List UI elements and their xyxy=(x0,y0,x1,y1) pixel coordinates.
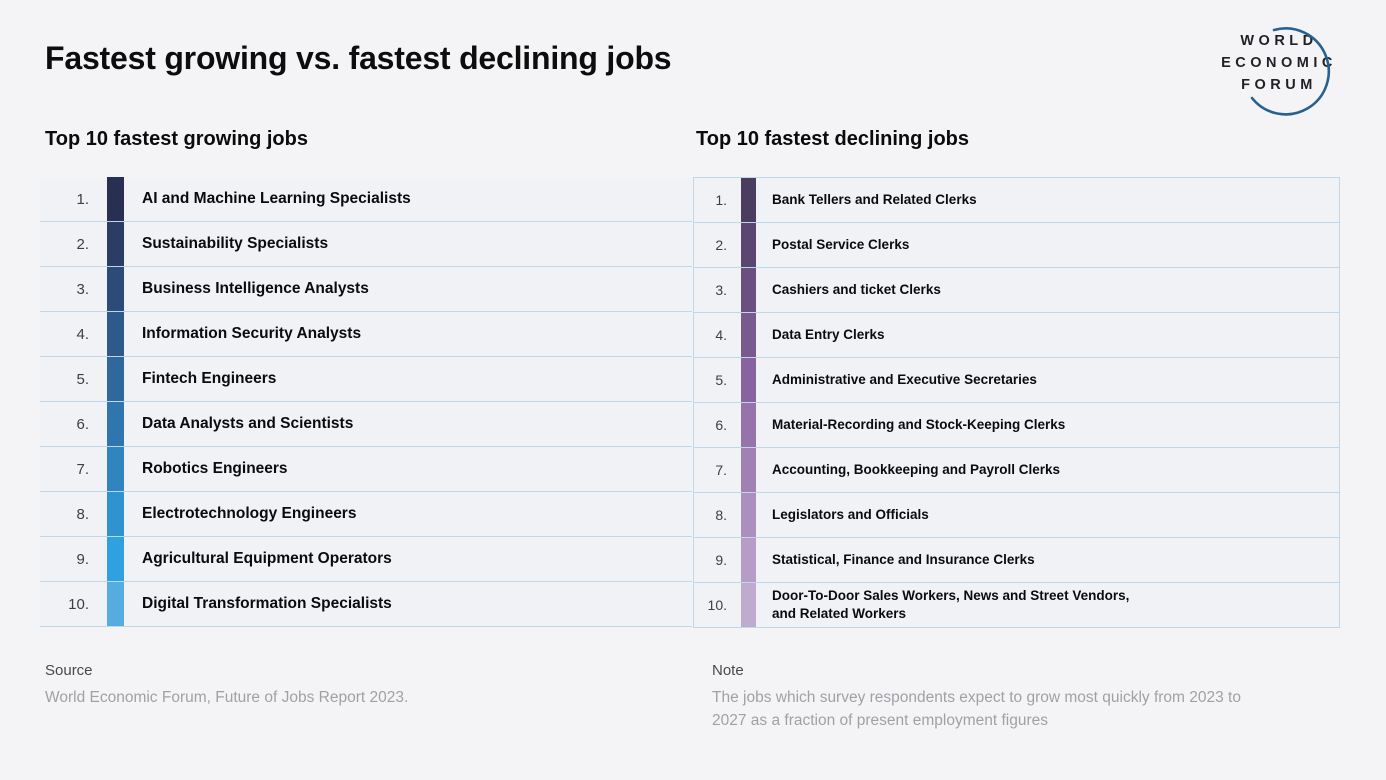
list-item: 3. Business Intelligence Analysts xyxy=(40,267,692,312)
job-label: Cashiers and ticket Clerks xyxy=(772,282,941,298)
list-item: 5. Administrative and Executive Secretar… xyxy=(694,358,1339,403)
rank-number: 6. xyxy=(715,417,727,433)
job-label: Material-Recording and Stock-Keeping Cle… xyxy=(772,417,1066,433)
job-label: Administrative and Executive Secretaries xyxy=(772,372,1037,388)
note-text: The jobs which survey respondents expect… xyxy=(712,689,1241,729)
logo-line-forum: FORUM xyxy=(1241,77,1317,93)
list-item: 3. Cashiers and ticket Clerks xyxy=(694,268,1339,313)
job-label: Statistical, Finance and Insurance Clerk… xyxy=(772,552,1035,568)
job-label: Data Entry Clerks xyxy=(772,327,885,343)
rank-color-bar xyxy=(107,447,124,491)
rank-number: 2. xyxy=(715,237,727,253)
list-item: 7. Robotics Engineers xyxy=(40,447,692,492)
job-label: Data Analysts and Scientists xyxy=(142,414,354,432)
list-item: 6. Material-Recording and Stock-Keeping … xyxy=(694,403,1339,448)
rank-color-bar xyxy=(107,222,124,266)
rank-color-bar xyxy=(741,268,756,312)
job-label: Electrotechnology Engineers xyxy=(142,504,357,522)
list-item: 1. AI and Machine Learning Specialists xyxy=(40,177,692,222)
rank-number: 5. xyxy=(715,372,727,388)
rank-number: 2. xyxy=(76,235,89,253)
list-item: 9. Agricultural Equipment Operators xyxy=(40,537,692,582)
rank-number: 10. xyxy=(707,597,727,613)
job-label: AI and Machine Learning Specialists xyxy=(142,189,411,207)
rank-number: 1. xyxy=(715,192,727,208)
list-item: 8. Legislators and Officials xyxy=(694,493,1339,538)
job-label: Bank Tellers and Related Clerks xyxy=(772,192,977,208)
list-item: 2. Postal Service Clerks xyxy=(694,223,1339,268)
job-label: Fintech Engineers xyxy=(142,369,277,387)
job-label: Business Intelligence Analysts xyxy=(142,279,369,297)
declining-jobs-table: 1. Bank Tellers and Related Clerks 2. Po… xyxy=(693,177,1340,628)
job-label: Digital Transformation Specialists xyxy=(142,594,392,612)
page-title: Fastest growing vs. fastest declining jo… xyxy=(45,40,672,76)
list-item: 10. Digital Transformation Specialists xyxy=(40,582,692,627)
job-label: Robotics Engineers xyxy=(142,459,288,477)
job-label: Sustainability Specialists xyxy=(142,234,329,252)
list-item: 8. Electrotechnology Engineers xyxy=(40,492,692,537)
rank-color-bar xyxy=(741,313,756,357)
growing-list-heading: Top 10 fastest growing jobs xyxy=(45,128,308,150)
rank-number: 10. xyxy=(68,595,89,613)
job-label: Agricultural Equipment Operators xyxy=(142,549,392,567)
list-item: 2. Sustainability Specialists xyxy=(40,222,692,267)
rank-color-bar xyxy=(741,583,756,627)
list-item: 4. Information Security Analysts xyxy=(40,312,692,357)
source-label: Source xyxy=(45,662,93,679)
rank-number: 8. xyxy=(76,505,89,523)
source-block: Source World Economic Forum, Future of J… xyxy=(45,662,665,709)
declining-list-heading: Top 10 fastest declining jobs xyxy=(696,128,970,150)
list-item: 4. Data Entry Clerks xyxy=(694,313,1339,358)
rank-color-bar xyxy=(107,402,124,446)
rank-color-bar xyxy=(107,312,124,356)
job-label: Door-To-Door Sales Workers, News and Str… xyxy=(772,588,1130,621)
rank-number: 1. xyxy=(76,190,89,208)
rank-color-bar xyxy=(741,493,756,537)
rank-number: 4. xyxy=(76,325,89,343)
logo-line-world: WORLD xyxy=(1240,33,1318,49)
rank-number: 5. xyxy=(76,370,89,388)
rank-color-bar xyxy=(741,358,756,402)
rank-number: 7. xyxy=(76,460,89,478)
wef-logo: WORLD ECONOMIC FORUM xyxy=(1216,27,1342,116)
job-label: Legislators and Officials xyxy=(772,507,929,523)
rank-color-bar xyxy=(107,582,124,626)
source-text: World Economic Forum, Future of Jobs Rep… xyxy=(45,689,409,706)
list-item: 7. Accounting, Bookkeeping and Payroll C… xyxy=(694,448,1339,493)
note-label: Note xyxy=(712,662,744,679)
rank-color-bar xyxy=(741,223,756,267)
rank-color-bar xyxy=(107,537,124,581)
list-item: 5. Fintech Engineers xyxy=(40,357,692,402)
job-label: Accounting, Bookkeeping and Payroll Cler… xyxy=(772,462,1061,478)
rank-number: 9. xyxy=(715,552,727,568)
rank-color-bar xyxy=(107,357,124,401)
rank-number: 6. xyxy=(76,415,89,433)
list-item: 6. Data Analysts and Scientists xyxy=(40,402,692,447)
rank-number: 4. xyxy=(715,327,727,343)
rank-number: 3. xyxy=(76,280,89,298)
note-block: Note The jobs which survey respondents e… xyxy=(712,662,1360,732)
rank-color-bar xyxy=(741,448,756,492)
rank-color-bar xyxy=(107,492,124,536)
rank-color-bar xyxy=(107,267,124,311)
rank-color-bar xyxy=(741,403,756,447)
growing-jobs-table: 1. AI and Machine Learning Specialists 2… xyxy=(40,177,692,627)
job-label: Information Security Analysts xyxy=(142,324,362,342)
rank-color-bar xyxy=(741,538,756,582)
list-item: 9. Statistical, Finance and Insurance Cl… xyxy=(694,538,1339,583)
rank-color-bar xyxy=(741,178,756,222)
rank-number: 7. xyxy=(715,462,727,478)
rank-color-bar xyxy=(107,177,124,221)
logo-line-economic: ECONOMIC xyxy=(1221,55,1337,71)
list-item: 1. Bank Tellers and Related Clerks xyxy=(694,178,1339,223)
rank-number: 3. xyxy=(715,282,727,298)
list-item: 10. Door-To-Door Sales Workers, News and… xyxy=(694,583,1339,628)
rank-number: 9. xyxy=(76,550,89,568)
rank-number: 8. xyxy=(715,507,727,523)
job-label: Postal Service Clerks xyxy=(772,237,910,253)
